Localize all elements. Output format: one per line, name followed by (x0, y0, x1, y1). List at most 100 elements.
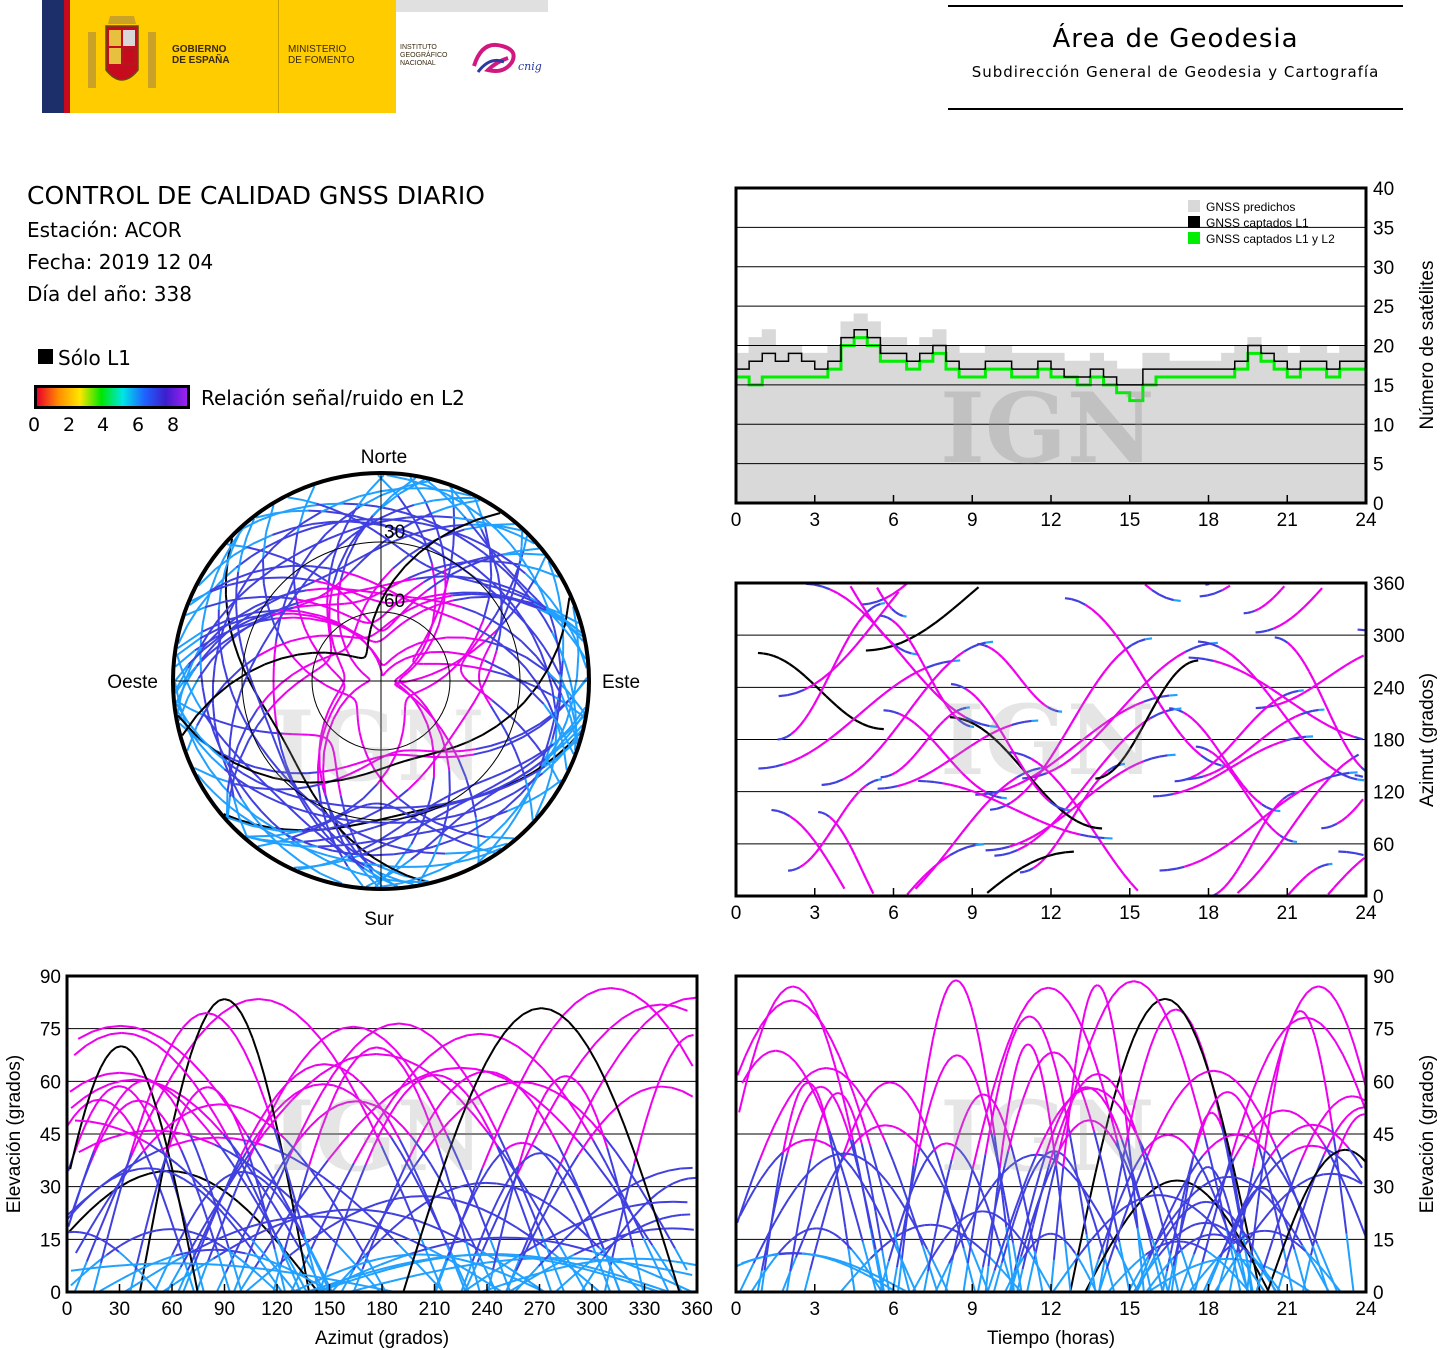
track-segment (241, 1259, 250, 1268)
track-segment (606, 1235, 618, 1242)
track-segment (483, 628, 499, 644)
track-segment (1008, 776, 1018, 784)
track-segment (467, 1032, 480, 1037)
track-segment (408, 535, 421, 543)
track-segment (1084, 730, 1094, 740)
track-segment (1213, 1112, 1218, 1118)
track-segment (785, 733, 792, 738)
track-segment (159, 1266, 168, 1280)
track-segment (484, 659, 506, 672)
track-segment (353, 1025, 364, 1030)
track-segment (519, 1203, 530, 1226)
track-segment (1071, 810, 1078, 819)
track-segment (504, 1254, 520, 1265)
track-segment (884, 1141, 894, 1161)
track-segment (145, 1079, 152, 1083)
track-segment (1030, 1045, 1035, 1051)
track-segment (502, 525, 522, 532)
track-segment (341, 688, 346, 694)
track-segment (482, 848, 496, 854)
track-segment (254, 609, 279, 614)
track-segment (352, 524, 366, 531)
track-segment (497, 1225, 505, 1248)
track-segment (176, 694, 183, 713)
track-segment (156, 1044, 171, 1057)
track-segment (283, 576, 300, 580)
track-segment (398, 797, 417, 813)
track-segment (1304, 796, 1315, 809)
track-segment (935, 668, 944, 678)
track-segment (1324, 863, 1329, 867)
track-segment (563, 1002, 577, 1016)
track-segment (574, 1218, 590, 1226)
track-segment (918, 726, 926, 733)
track-segment (1003, 1260, 1010, 1277)
track-segment (235, 783, 256, 789)
track-segment (323, 709, 330, 722)
track-segment (898, 647, 906, 653)
track-segment (1108, 853, 1118, 866)
track-segment (299, 1111, 312, 1135)
track-segment (965, 723, 971, 728)
track-segment (961, 821, 971, 834)
track-segment (603, 1208, 618, 1215)
track-segment (1007, 1091, 1013, 1109)
track-segment (680, 1177, 689, 1182)
track-segment (355, 1052, 364, 1061)
track-segment (994, 1231, 1002, 1247)
track-segment (355, 618, 363, 623)
track-segment (499, 643, 514, 656)
track-segment (380, 600, 388, 604)
track-segment (1259, 683, 1269, 694)
track-segment (426, 594, 438, 599)
track-segment (464, 503, 483, 518)
track-segment (1287, 719, 1296, 730)
track-segment (332, 692, 339, 701)
track-segment (850, 1109, 856, 1120)
track-segment (562, 1253, 575, 1262)
track-segment (1018, 1049, 1024, 1057)
track-segment (875, 602, 881, 607)
track-segment (685, 1262, 696, 1267)
track-segment (645, 1201, 660, 1205)
track-segment (519, 771, 533, 781)
track-segment (208, 1180, 220, 1189)
track-segment (502, 552, 523, 556)
track-segment (777, 737, 783, 741)
track-segment (152, 1128, 166, 1141)
track-segment (1016, 791, 1025, 800)
track-segment (906, 703, 916, 715)
track-segment (351, 1263, 361, 1268)
track-segment (765, 1125, 776, 1143)
track-segment (342, 1087, 353, 1096)
elevation-azimuth-chart: 0 30 60 90 120 150 180 210 240 270 300 330 360 01530… (4, 967, 713, 1349)
track-segment (1134, 722, 1144, 731)
track-segment (1063, 1240, 1069, 1267)
track-segment (441, 1038, 456, 1048)
track-segment (902, 614, 907, 618)
track-segment (412, 656, 416, 661)
track-segment (598, 987, 611, 991)
track-segment (593, 1072, 609, 1096)
y-tick-label: 0 (1373, 494, 1384, 515)
track-segment (177, 1163, 194, 1179)
track-segment (250, 1238, 267, 1257)
track-segment (307, 600, 322, 607)
track-segment (360, 840, 371, 845)
track-segment (485, 814, 497, 820)
track-segment (113, 1244, 122, 1251)
track-segment (451, 1260, 465, 1270)
track-segment (980, 788, 987, 794)
track-segment (186, 1246, 201, 1256)
track-segment (681, 1090, 694, 1098)
track-segment (232, 724, 247, 730)
track-segment (180, 1066, 195, 1083)
track-segment (341, 612, 350, 618)
track-segment (430, 1176, 442, 1205)
track-segment (442, 1229, 456, 1238)
track-segment (351, 1233, 365, 1254)
track-segment (409, 692, 415, 697)
track-segment (908, 718, 915, 724)
track-segment (376, 1280, 391, 1286)
track-segment (230, 529, 242, 551)
